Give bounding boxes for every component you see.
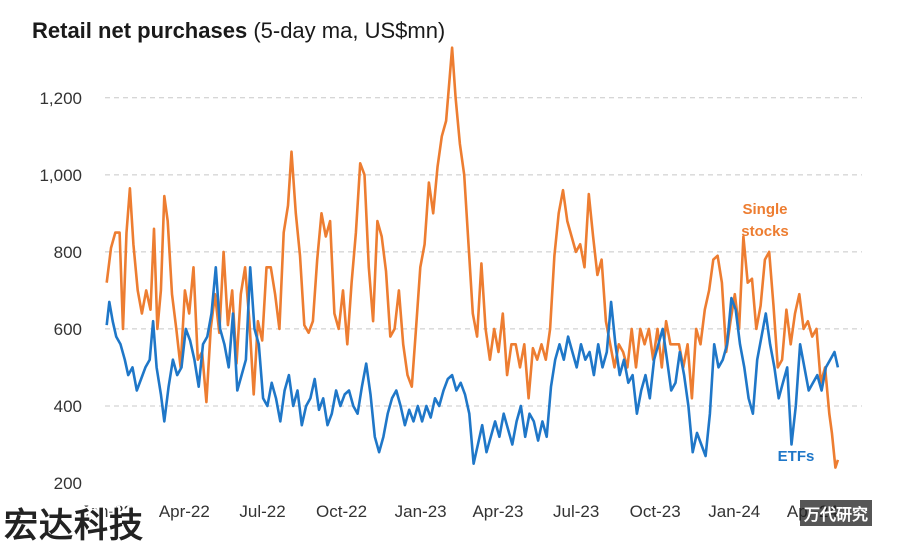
series-lines <box>105 46 840 469</box>
y-tick-label: 800 <box>54 243 82 262</box>
y-tick-label: 400 <box>54 397 82 416</box>
chart-title-main: Retail net purchases <box>32 18 248 43</box>
x-tick-label: Jul-22 <box>239 502 285 521</box>
series-line-etfs <box>105 266 840 465</box>
chart-subtitle: (5-day ma, US$mn) <box>253 18 446 43</box>
x-tick-label: Apr-23 <box>472 502 523 521</box>
x-tick-label: Oct-22 <box>316 502 367 521</box>
y-axis: 200 400 600 800 1,000 1,200 <box>39 89 82 493</box>
gridlines <box>105 97 862 407</box>
x-axis: Jan-22 Apr-22 Jul-22 Oct-22 Jan-23 Apr-23 Jul-… <box>81 502 838 521</box>
x-tick-label: Apr-22 <box>159 502 210 521</box>
x-tick-label: Jul-23 <box>553 502 599 521</box>
y-tick-label: 200 <box>54 474 82 493</box>
series-labels: Single stocks ETFs <box>741 201 814 465</box>
watermark-left: 宏达科技 <box>4 506 144 546</box>
series-line-single-stocks <box>105 46 840 469</box>
watermark-right: 万代研究 <box>800 500 873 526</box>
series-label-etfs: ETFs <box>778 448 815 465</box>
y-tick-label: 600 <box>54 320 82 339</box>
y-tick-label: 1,000 <box>39 166 82 185</box>
x-tick-label: Jan-24 <box>708 502 760 521</box>
y-tick-label: 1,200 <box>39 89 82 108</box>
x-tick-label: Oct-23 <box>630 502 681 521</box>
x-tick-label: Jan-23 <box>395 502 447 521</box>
chart-title: Retail net purchases (5-day ma, US$mn) <box>32 18 445 44</box>
series-label-single-stocks: Single stocks <box>741 201 789 240</box>
x-tick-label: Jan-22 <box>81 502 133 521</box>
